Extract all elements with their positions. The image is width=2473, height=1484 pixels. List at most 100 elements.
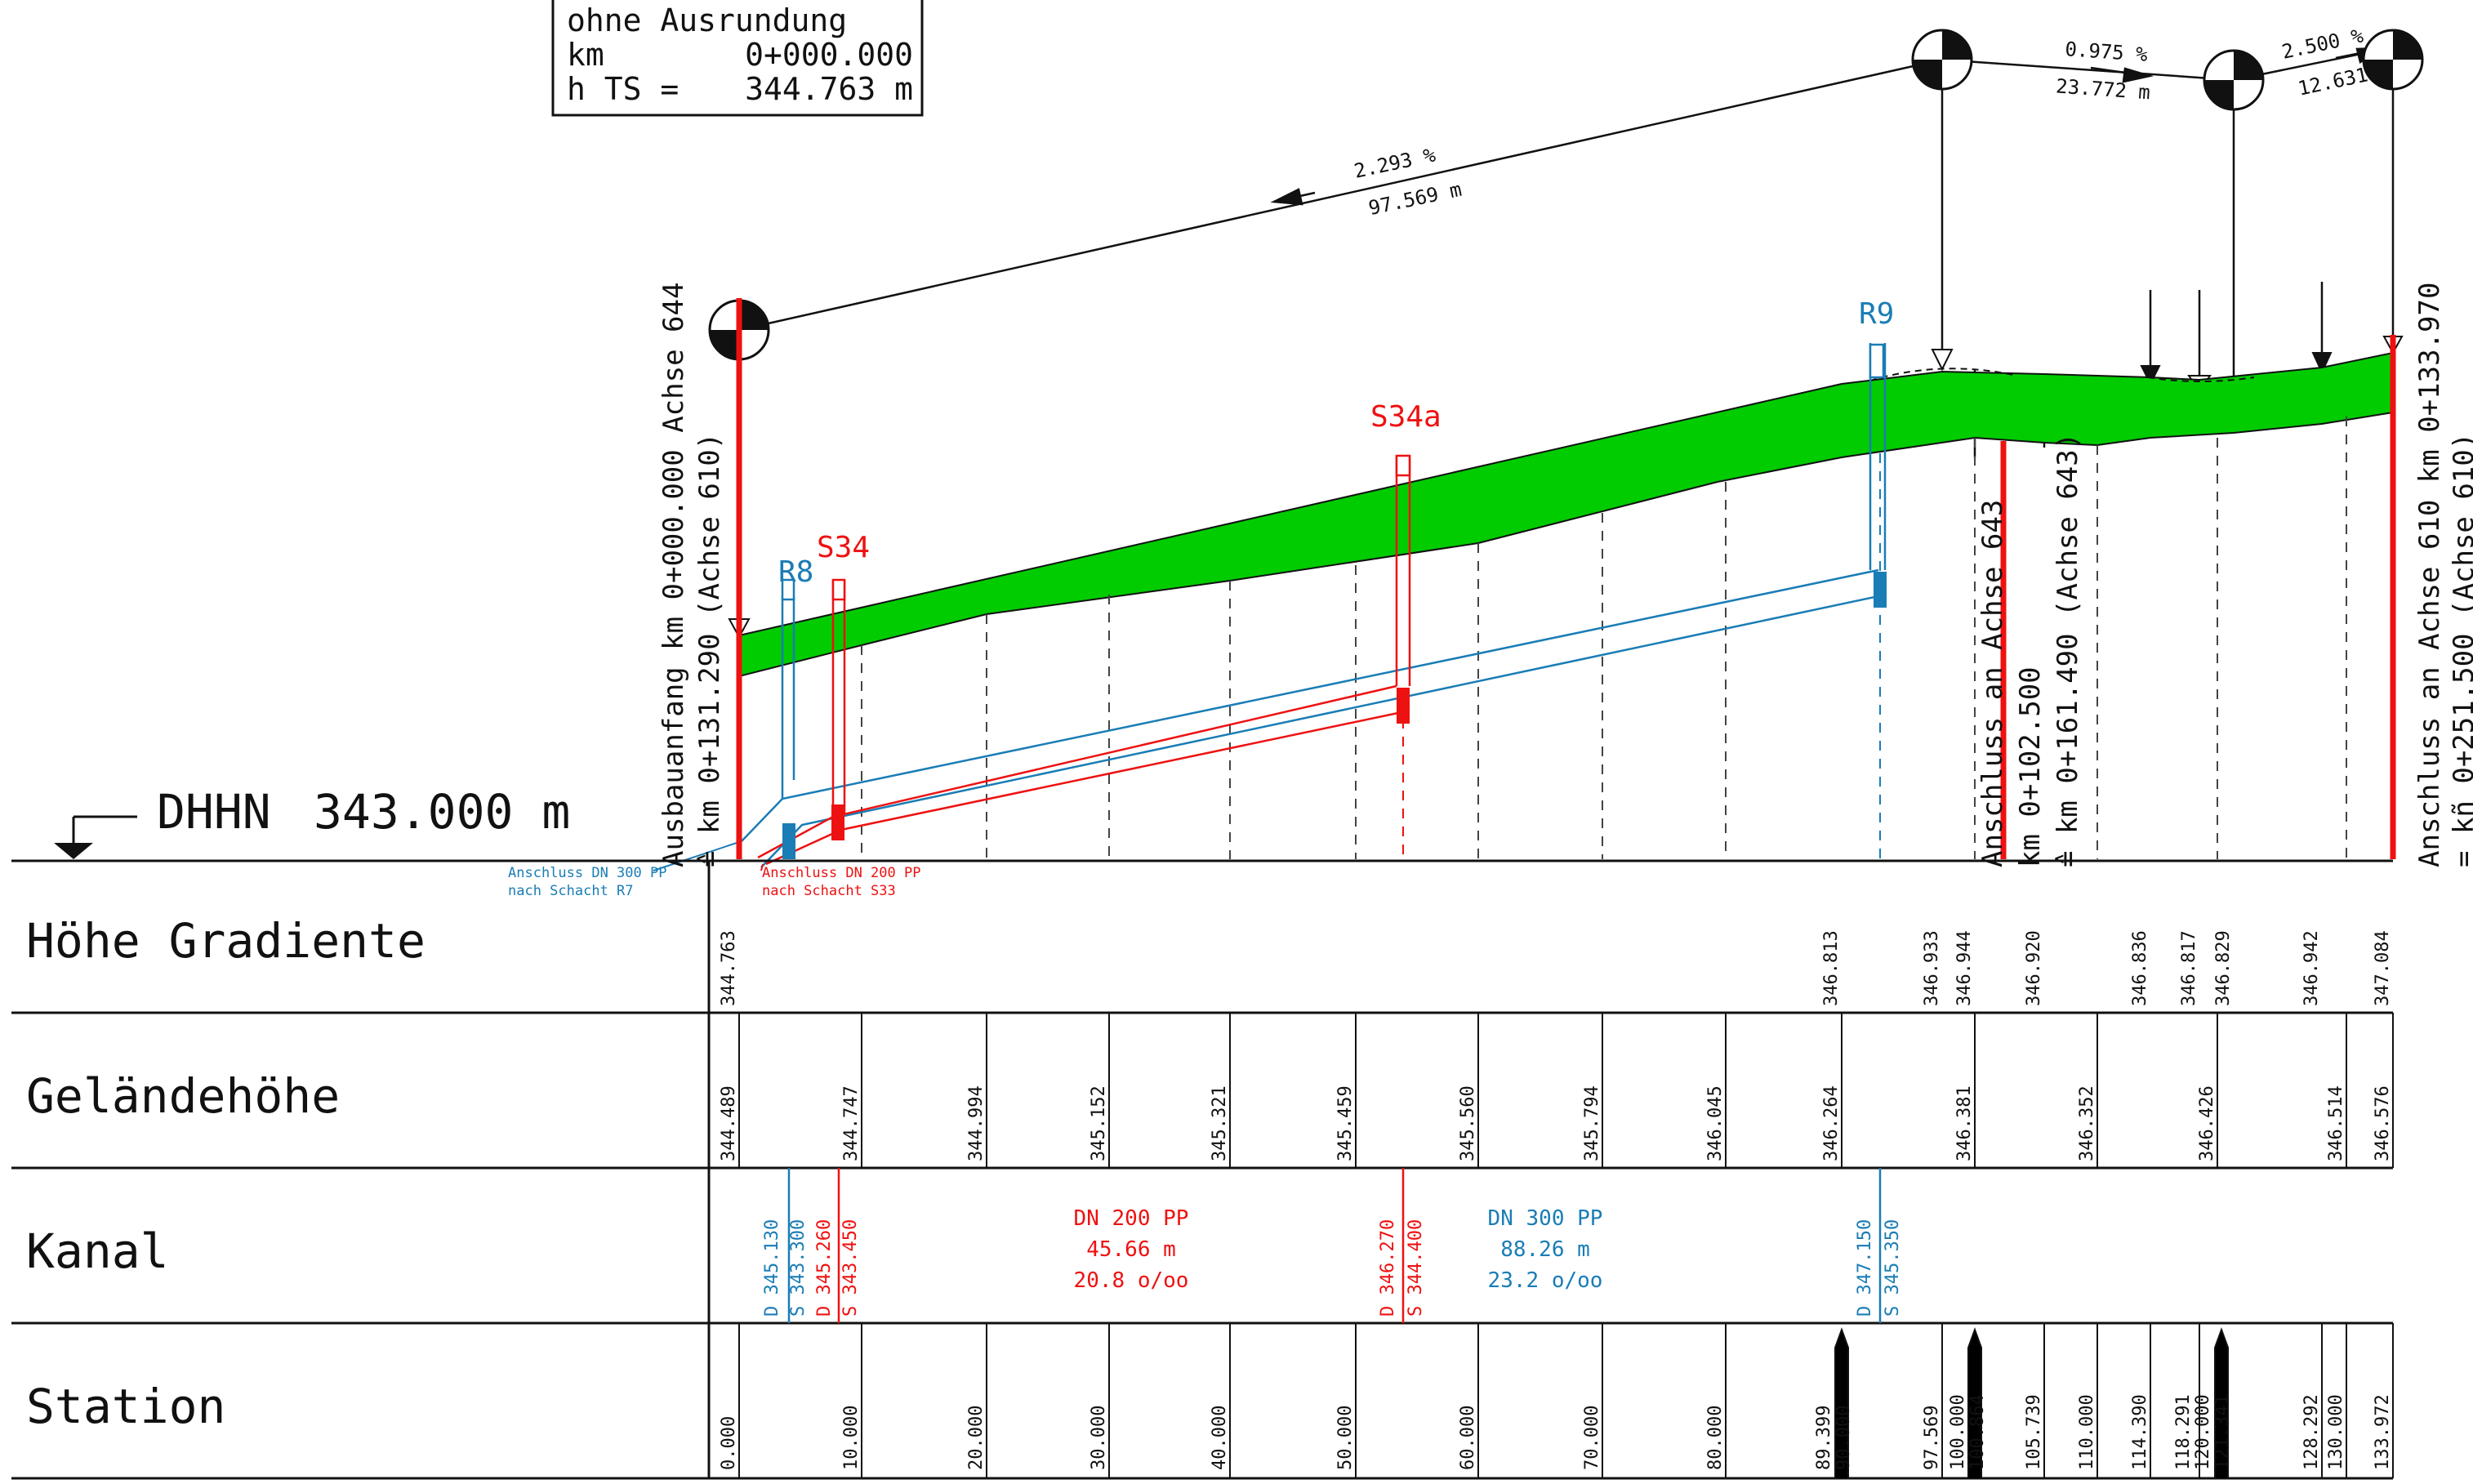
station-value: 110.000: [2077, 1394, 2097, 1470]
row-hoehe-gradiente: 344.763 346.813 346.933 346.944 346.920 …: [719, 930, 2393, 1006]
gelaendehoehe-value: 345.794: [1582, 1085, 1602, 1161]
end-note-line1: Anschluss an Achse 610 km 0+133.970: [2413, 283, 2446, 867]
blue-connection-note: Anschluss DN 300 PP nach Schacht R7: [508, 840, 742, 899]
blue-connection-line1: Anschluss DN 300 PP: [508, 865, 666, 881]
red-pipe-type: DN 200 PP: [1074, 1206, 1189, 1231]
hoehe-gradiente-value: 346.836: [2130, 930, 2150, 1006]
gelaendehoehe-value: 344.489: [719, 1085, 739, 1161]
start-note-line1: Ausbauanfang km 0+000.000 Achse 644: [657, 283, 690, 867]
station-value: 133.972: [2373, 1394, 2393, 1470]
shaft-label-s34a: S34a: [1370, 400, 1441, 434]
red-connection-line1: Anschluss DN 200 PP: [762, 865, 920, 881]
gelaendehoehe-value: 346.352: [2077, 1085, 2097, 1161]
datum-value: 343.000 m: [314, 784, 570, 840]
start-note-line2: ≙ km 0+131.290 (Achse 610): [693, 433, 726, 867]
vertex-marker-1: [1911, 29, 1973, 91]
station-value: 118.291: [2173, 1394, 2194, 1470]
gelaendehoehe-value: 346.576: [2373, 1085, 2393, 1161]
vertex-marker-2: [2203, 49, 2265, 111]
kanal-s34a-s: S 344.400: [1406, 1219, 1426, 1317]
hoehe-gradiente-value: 346.933: [1922, 930, 1942, 1006]
kanal-r9-s: S 345.350: [1883, 1219, 1903, 1317]
boundary-lines: [736, 298, 2396, 859]
blue-pipe-length: 88.26 m: [1500, 1237, 1590, 1262]
info-box-hts-value: 344.763 m: [745, 71, 913, 107]
shaft-label-s34: S34: [817, 531, 870, 564]
hoehe-gradiente-value: 346.817: [2179, 930, 2199, 1006]
row-kanal-lines: [787, 1168, 1882, 1323]
grade-1-percent: 2.293 %: [1352, 143, 1437, 183]
mid-note-line3: ≙ km 0+161.490 (Achse 643): [2052, 433, 2084, 867]
gelaendehoehe-value: 346.264: [1821, 1085, 1842, 1161]
station-value: 105.739: [2024, 1394, 2044, 1470]
gelaendehoehe-value: 344.747: [841, 1085, 862, 1161]
row-station-lines: [738, 1323, 2394, 1478]
gelaendehoehe-value: 346.426: [2197, 1085, 2217, 1161]
gelaendehoehe-value: 345.560: [1458, 1085, 1478, 1161]
station-value: 100.000: [1948, 1394, 1968, 1470]
mid-note: Anschluss an Achse 643 km 0+102.500 ≙ km…: [1976, 433, 2084, 867]
station-value: 120.000: [2193, 1394, 2213, 1470]
gelaendehoehe-value: 345.321: [1210, 1085, 1230, 1161]
gelaendehoehe-value: 346.045: [1705, 1085, 1726, 1161]
kanal-blue-pipe-info: DN 300 PP 88.26 m 23.2 o/oo: [1488, 1206, 1603, 1293]
station-dashed-lines: [861, 417, 2347, 859]
kanal-s34-d: D 345.260: [814, 1219, 835, 1317]
red-pipe-length: 45.66 m: [1086, 1237, 1176, 1262]
kanal-s34-s: S 343.450: [840, 1219, 861, 1317]
grade-1-length: 97.569 m: [1366, 178, 1464, 220]
gelaendehoehe-value: 346.381: [1954, 1085, 1975, 1161]
station-value: 80.000: [1705, 1406, 1726, 1470]
info-box: ohne Ausrundung km 0+000.000 h TS = 344.…: [551, 0, 924, 117]
station-value: 90.000: [1834, 1406, 1854, 1470]
hoehe-gradiente-value: 346.944: [1954, 930, 1975, 1006]
hoehe-gradiente-value: 346.829: [2213, 930, 2234, 1006]
gelaendehoehe-value: 345.152: [1089, 1085, 1109, 1161]
kanal-r8-s: S 343.300: [788, 1219, 809, 1317]
row-label-kanal: Kanal: [26, 1223, 169, 1279]
info-box-hts-label: h TS =: [567, 71, 679, 107]
blue-pipe-slope: 23.2 o/oo: [1488, 1268, 1603, 1293]
row-label-hoehe-gradiente: Höhe Gradiente: [26, 913, 426, 969]
shaft-blocks: [781, 343, 1887, 859]
blue-pipe: [741, 343, 1887, 868]
station-value: 100.864: [1967, 1394, 1988, 1470]
hoehe-gradiente-value: 344.763: [719, 930, 739, 1006]
kanal-r8-d: D 345.130: [762, 1219, 782, 1317]
mid-note-line2: km 0+102.500: [2014, 666, 2047, 867]
kanal-values: D 345.130 S 343.300 D 345.260 S 343.450 …: [762, 1219, 1903, 1317]
station-value: 128.292: [2301, 1394, 2322, 1470]
gelaendehoehe-value: 345.459: [1335, 1085, 1356, 1161]
station-value: 70.000: [1582, 1406, 1602, 1470]
station-value: 97.569: [1922, 1406, 1942, 1470]
station-value: 0.000: [719, 1416, 739, 1470]
station-value: 10.000: [841, 1406, 862, 1470]
red-pipe-slope: 20.8 o/oo: [1074, 1268, 1189, 1293]
grade-2-percent: 0.975 %: [2065, 38, 2149, 66]
station-value: 114.390: [2130, 1394, 2150, 1470]
red-connection-note: Anschluss DN 200 PP nach Schacht S33: [760, 863, 920, 899]
table-grid: [11, 859, 2393, 1480]
hoehe-gradiente-value: 346.942: [2301, 930, 2322, 1006]
station-value: 50.000: [1335, 1406, 1356, 1470]
info-box-km-label: km: [567, 37, 604, 73]
row-label-gelaendehoehe: Geländehöhe: [26, 1068, 340, 1124]
end-note-line2: = kñ 0+251.500 (Achse 610): [2448, 433, 2473, 867]
shaft-label-r8: R8: [778, 555, 813, 589]
kanal-s34a-d: D 346.270: [1378, 1219, 1398, 1317]
gelaendehoehe-value: 344.994: [966, 1085, 987, 1161]
station-value: 89.399: [1814, 1406, 1834, 1470]
gelaendehoehe-value: 346.514: [2326, 1085, 2346, 1161]
station-value: 40.000: [1210, 1406, 1230, 1470]
blue-connection-line2: nach Schacht R7: [508, 883, 634, 899]
station-value: 60.000: [1458, 1406, 1478, 1470]
mid-note-line1: Anschluss an Achse 643: [1976, 500, 2009, 867]
terrain-band: [738, 351, 2394, 678]
hoehe-gradiente-value: 347.084: [2373, 930, 2393, 1006]
hoehe-gradiente-value: 346.920: [2024, 930, 2044, 1006]
start-note: Ausbauanfang km 0+000.000 Achse 644 ≙ km…: [657, 283, 726, 867]
row-label-station: Station: [26, 1379, 225, 1434]
red-connection-line2: nach Schacht S33: [762, 883, 896, 899]
station-value: 130.000: [2326, 1394, 2346, 1470]
